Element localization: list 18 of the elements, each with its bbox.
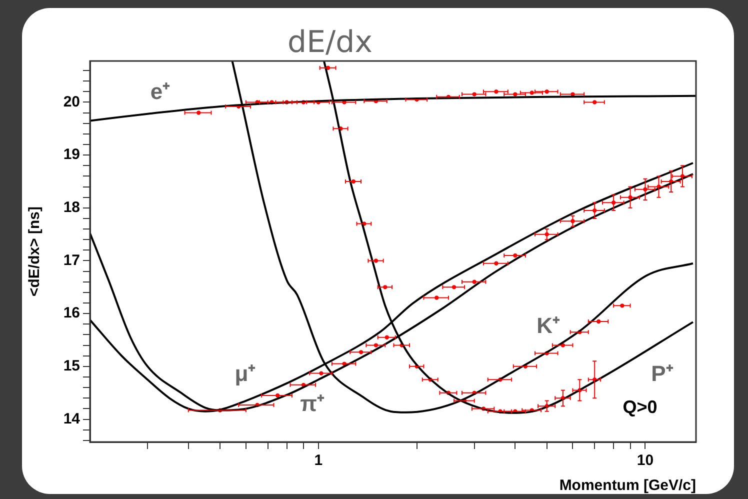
annotation: Q>0 xyxy=(622,396,658,417)
y-tick-label: 16 xyxy=(63,304,80,322)
y-tick-label: 17 xyxy=(63,252,80,269)
y-tick-label: 20 xyxy=(63,93,80,110)
x-tick-label: 10 xyxy=(636,452,654,470)
x-axis-title: Momentum [GeV/c] xyxy=(559,477,696,494)
x-tick-label: 1 xyxy=(314,452,323,470)
y-tick-label: 19 xyxy=(63,146,80,164)
y-tick-label: 18 xyxy=(63,199,80,216)
chart-title: dE/dx xyxy=(288,25,372,60)
annotation: P⁺ xyxy=(651,361,674,386)
annotation: e⁺ xyxy=(150,79,171,104)
y-tick-label: 15 xyxy=(63,358,80,375)
annotation: μ⁺ xyxy=(234,361,256,386)
y-axis-title: <dE/dx> [ns] xyxy=(26,206,44,297)
annotation: K⁺ xyxy=(536,313,560,338)
y-tick-label: 14 xyxy=(63,410,81,428)
annotation: π⁺ xyxy=(300,391,325,416)
